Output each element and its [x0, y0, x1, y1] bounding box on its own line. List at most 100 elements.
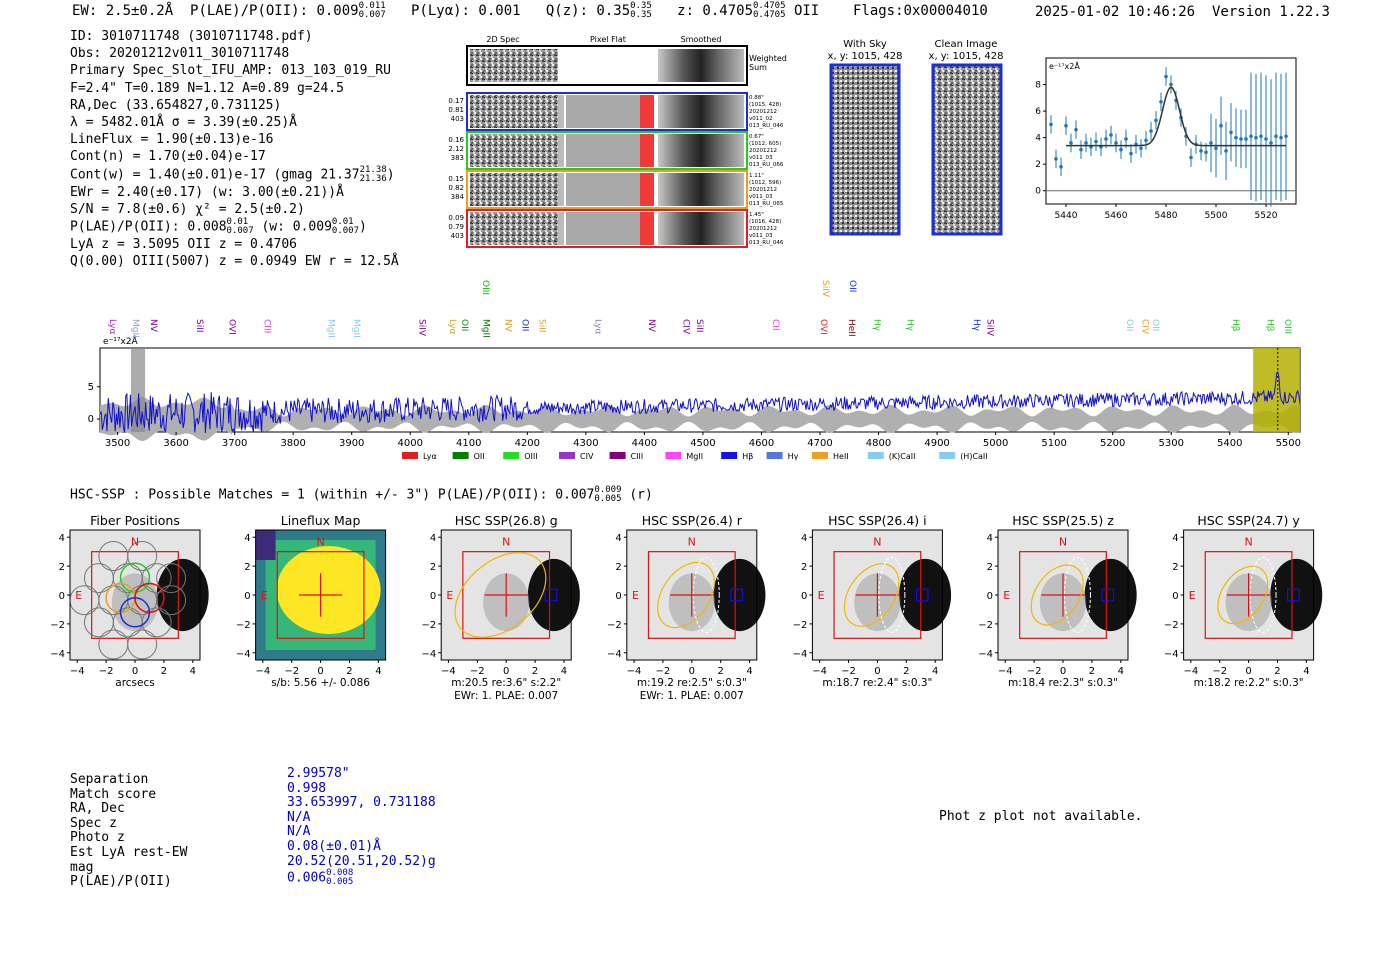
zoom-ytick-label: 6: [1035, 107, 1041, 117]
aperture-box: [647, 551, 736, 639]
spectrum-line-label: Lyα: [447, 319, 457, 335]
weighted-sum-2dspec: [470, 49, 558, 82]
weighted-label-2: Sum: [749, 63, 767, 72]
hsc-xtick-label: 2: [1274, 666, 1280, 677]
legend-swatch: [609, 452, 626, 459]
spectrum-ytick-label: 5: [88, 382, 94, 393]
spectrum-xtick-label: 4900: [924, 438, 949, 449]
zoom-data-point: [1224, 149, 1228, 153]
cutout-2dspec: [470, 212, 558, 245]
cutout-2dspec: [470, 95, 558, 128]
cutout-row-stat: 0.09: [448, 214, 464, 222]
zoom-ytick-label: 8: [1035, 81, 1041, 91]
cutout-smoothed: [658, 95, 744, 128]
with-sky-image: [829, 63, 901, 236]
fiber-circle: [156, 585, 187, 616]
hsc-bright-source: [1270, 558, 1323, 632]
hsc-ytick-label: −4: [1164, 649, 1179, 660]
hsc-ytick-label: 2: [59, 562, 65, 573]
spectrum-line-label: Lyα: [592, 319, 602, 335]
zoom-data-point: [1064, 123, 1068, 128]
zoom-ytick-label: 2: [1035, 160, 1041, 170]
hsc-dashed-ellipse: [1249, 556, 1277, 634]
spectrum-line-label: Lyα: [107, 319, 117, 335]
zoom-data-point: [1129, 151, 1133, 156]
hsc-panel-caption: m:18.7 re:2.4" s:0.3": [822, 677, 932, 689]
cutout-row-stat: 0.17: [448, 97, 464, 105]
hsc-ytick-label: −2: [1164, 620, 1179, 631]
zoom-data-point: [1189, 155, 1193, 160]
z-line: OII: [793, 3, 820, 19]
hsc-xtick-label: 0: [1060, 666, 1066, 677]
legend-swatch: [402, 452, 418, 459]
hsc-ytick-label: −2: [236, 620, 251, 631]
hsc-xtick-label: 0: [689, 666, 695, 677]
legend-swatch: [721, 452, 738, 459]
legend-swatch: [812, 452, 828, 459]
spectrum-fit-window: [1253, 348, 1300, 432]
info-lambda: λ = 5482.01Å σ = 3.39(±0.25)Å: [70, 115, 297, 131]
spectrum-line-label: MgII: [351, 319, 361, 338]
hsc-ytick-label: −2: [607, 620, 622, 631]
hsc-panel-title: HSC SSP(26.4) r: [642, 513, 743, 528]
info-plae-hi: 0.01: [226, 217, 249, 228]
legend-label: (H)CaII: [960, 452, 987, 461]
hsc-bright-source: [713, 558, 766, 632]
hsc-ytick-label: −2: [978, 620, 993, 631]
hsc-ytick-label: 4: [59, 533, 65, 544]
match-label: mag: [70, 859, 94, 875]
hsc-panel-title: HSC SSP(24.7) y: [1197, 513, 1300, 528]
weighted-label-1: Weighted: [749, 54, 787, 63]
hsc-xtick-label: 2: [532, 666, 538, 677]
spectrum-line-label: OII: [459, 319, 469, 331]
hsc-xtick-label: 4: [1118, 666, 1124, 677]
hsc-ytick-label: −4: [50, 649, 65, 660]
z-value: z: 0.4705: [677, 3, 753, 19]
line-fit-chart: 0 2 4 6 8 5440 5460 5480 5500 5520 e⁻¹⁷x2Å: [1035, 57, 1297, 221]
spectrum-xtick-label: 3700: [222, 438, 247, 449]
hsc-xtick-label: 0: [317, 666, 323, 677]
cutout-row-meta: v011_02: [749, 116, 773, 122]
legend-label: CIV: [580, 452, 594, 461]
zoom-data-point: [1154, 118, 1158, 123]
hsc-ytick-label: 4: [244, 533, 250, 544]
hsc-xtick-label: −2: [99, 666, 114, 677]
hsc-xtick-label: −2: [841, 666, 856, 677]
cutout-row-meta: (1015, 428): [749, 102, 781, 108]
plae-hi: 0.011: [358, 1, 386, 11]
spectrum-line-label: CIV: [681, 319, 691, 335]
col-header-pixelflat: Pixel Flat: [590, 35, 626, 44]
hsc-dashed-ellipse: [692, 556, 720, 634]
cutout-row-meta: (1016, 428): [749, 219, 781, 225]
hsc-xtick-label: 0: [132, 666, 138, 677]
weighted-sum-smoothed: [658, 49, 744, 82]
north-label: N: [873, 536, 881, 549]
hsc-xtick-label: −2: [1027, 666, 1042, 677]
north-label: N: [316, 536, 324, 549]
zoom-data-point: [1209, 141, 1213, 145]
spectrum-line-label: Hγ: [971, 319, 981, 332]
fiber-circle: [127, 541, 158, 571]
cutout-flat-badpix: [640, 173, 654, 206]
hsc-ellipse: [657, 561, 715, 629]
hsc-xtick-label: 4: [746, 666, 752, 677]
full-spectrum-chart: 3500 3600 3700 3800 3900 4000 4100 4200 4300 4400…: [88, 280, 1301, 461]
aperture-box: [462, 551, 551, 639]
hsc-xtick-label: 4: [190, 666, 196, 677]
fiber-green: [119, 562, 151, 593]
zoom-xtick-label: 5460: [1105, 211, 1128, 221]
cutout-2dspec: [470, 173, 558, 206]
hsc-xtick-label: 2: [903, 666, 909, 677]
aperture-box: [91, 551, 179, 639]
hsc-ytick-label: 0: [987, 591, 993, 602]
cutout-pixelflat: [566, 95, 640, 128]
zoom-data-point: [1239, 137, 1243, 141]
info-sn: S/N = 7.8(±0.6) χ² = 2.5(±0.2): [70, 201, 305, 217]
hsc-ytick-label: 4: [987, 533, 993, 544]
hsc-ytick-label: 0: [430, 591, 436, 602]
cutout-row-meta: 0.67": [749, 134, 764, 140]
zoom-data-point: [1114, 141, 1118, 145]
hsc-ellipse: [1030, 564, 1084, 626]
match-label: Est LyA rest-EW: [70, 844, 188, 860]
